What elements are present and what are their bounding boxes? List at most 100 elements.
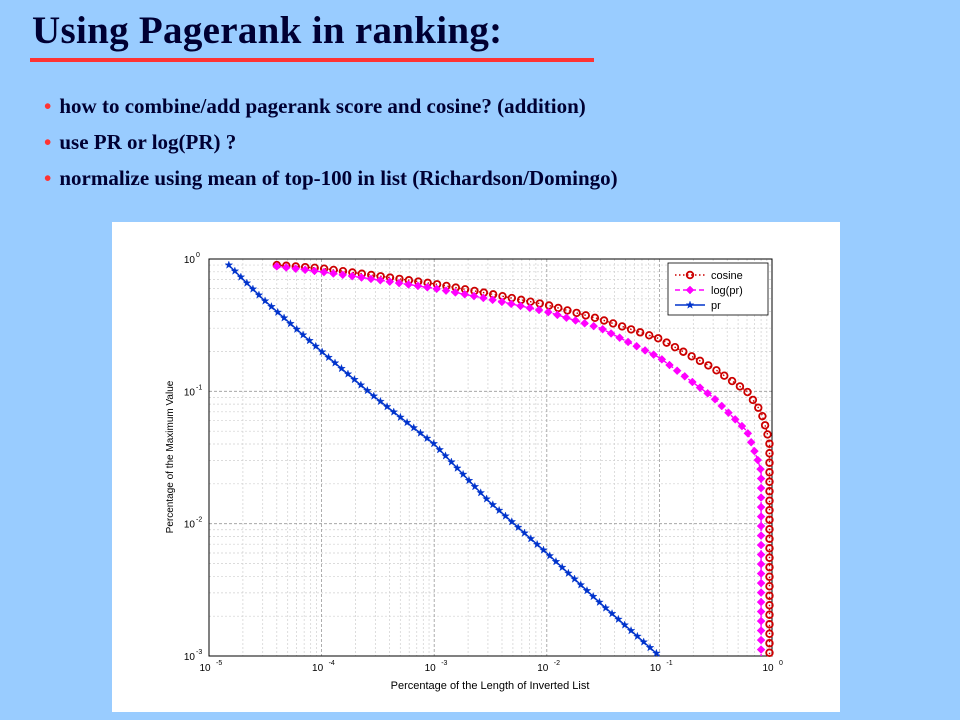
data-point (765, 439, 774, 448)
data-point (720, 371, 729, 380)
data-point (563, 306, 572, 315)
data-point (765, 506, 774, 515)
data-point (595, 597, 604, 607)
data-point (765, 458, 774, 467)
data-point (581, 311, 590, 320)
data-point (422, 433, 432, 443)
data-point (458, 469, 468, 479)
data-point (756, 512, 766, 521)
data-point (620, 620, 630, 629)
data-point (765, 468, 774, 477)
data-point (310, 266, 319, 276)
data-point (765, 648, 774, 657)
data-point (350, 374, 359, 384)
data-point (765, 620, 774, 629)
data-point (382, 402, 392, 411)
data-point (441, 451, 450, 460)
data-point (754, 403, 763, 412)
chart-series (224, 260, 774, 658)
bullet-marker: • (44, 130, 52, 154)
data-point (727, 376, 737, 386)
y-tick-label: 10 (184, 520, 196, 531)
data-point (404, 280, 413, 289)
data-point (765, 534, 774, 543)
data-point (760, 421, 770, 430)
data-point (553, 310, 562, 320)
data-point (756, 578, 766, 588)
data-point (651, 648, 661, 658)
data-point (376, 396, 385, 406)
data-point (534, 305, 544, 315)
data-point (394, 278, 404, 288)
data-point (626, 626, 636, 635)
data-point (224, 260, 234, 269)
data-point (482, 494, 491, 503)
data-point (765, 601, 774, 610)
y-tick-label: 10 (184, 255, 196, 266)
x-tick-label: 10 (312, 663, 324, 674)
data-point (688, 377, 697, 387)
data-point (507, 517, 517, 526)
data-point (765, 525, 774, 534)
data-point (644, 331, 654, 340)
data-point (765, 449, 774, 458)
data-point (298, 330, 308, 339)
data-point (756, 559, 766, 569)
data-point (432, 284, 442, 294)
data-point (571, 316, 580, 325)
data-point (765, 563, 774, 572)
data-point (765, 477, 774, 486)
data-point (672, 366, 682, 376)
data-point (435, 445, 445, 454)
bullet-item: • use PR or log(PR) ? (44, 124, 618, 160)
data-point (357, 273, 366, 282)
data-point (356, 380, 366, 389)
chart-legend: cosine log(pr) pr (667, 262, 769, 316)
data-point (695, 383, 705, 393)
bullet-list: • how to combine/add pagerank score and c… (44, 88, 618, 196)
data-point (580, 318, 589, 328)
x-tick-exponent: -2 (554, 660, 560, 667)
data-point (679, 347, 688, 356)
data-point (717, 401, 727, 411)
data-point (330, 358, 340, 367)
data-point (260, 296, 270, 305)
data-point (756, 597, 766, 607)
bullet-item: • normalize using mean of top-100 in list… (44, 160, 618, 196)
legend-marker (685, 300, 695, 309)
data-point (640, 346, 650, 355)
chart-grid (208, 258, 773, 657)
data-point (632, 631, 642, 641)
data-point (319, 267, 329, 277)
axis-ticks: 10 -5 10 -4 10 -3 10 -2 10 -1 10 010 -310 -210 -110 0 (184, 252, 783, 674)
series-cosine (272, 260, 774, 657)
data-point (710, 394, 720, 404)
data-point (543, 307, 553, 317)
data-point (765, 553, 774, 562)
legend-marker (685, 285, 695, 295)
data-point (737, 421, 747, 431)
x-tick-exponent: -5 (216, 660, 222, 667)
data-point (464, 475, 474, 485)
data-point (756, 531, 766, 540)
data-point (589, 321, 599, 331)
data-point (366, 274, 376, 284)
data-point (598, 324, 607, 334)
data-point (422, 282, 432, 292)
data-point (756, 521, 766, 531)
y-tick-exponent: -2 (196, 517, 202, 524)
series-pr (224, 260, 661, 658)
data-point (476, 488, 486, 497)
data-point (758, 411, 767, 421)
data-point (402, 417, 412, 427)
x-tick-label: 10 (762, 663, 774, 674)
data-point (347, 271, 357, 281)
data-point (756, 616, 766, 626)
data-point (657, 355, 667, 364)
data-point (763, 430, 772, 439)
data-point (450, 288, 460, 297)
data-point (520, 528, 529, 537)
data-point (590, 313, 600, 323)
bullet-marker: • (44, 166, 52, 190)
title-underline (30, 58, 594, 62)
